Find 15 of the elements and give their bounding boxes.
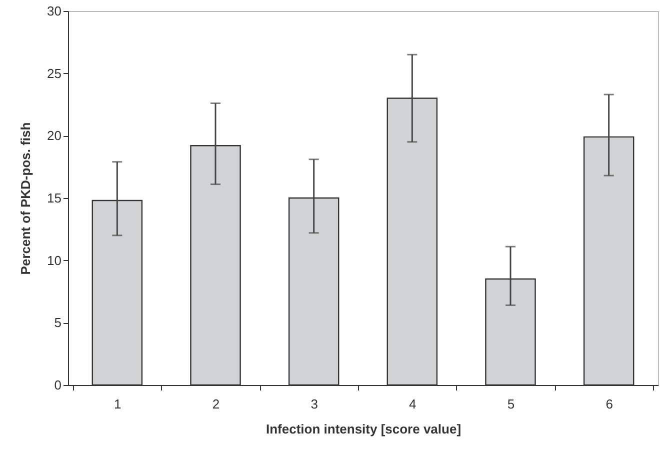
x-tick-label: 1 (114, 396, 122, 412)
x-tick-label: 6 (606, 396, 613, 412)
x-tick-label: 3 (310, 396, 318, 412)
y-tick-label: 30 (47, 4, 62, 18)
y-axis-title: Percent of PKD-pos. fish (18, 122, 34, 275)
y-tick-label: 0 (54, 378, 62, 392)
x-axis-title: Infection intensity [score value] (266, 422, 462, 436)
x-tick-label: 4 (409, 396, 416, 412)
y-tick-label: 5 (54, 315, 62, 330)
x-tick-label: 2 (212, 396, 220, 412)
x-tick-label: 5 (507, 396, 515, 412)
y-tick-label: 15 (47, 190, 62, 206)
y-tick-label: 10 (47, 252, 62, 268)
y-tick-label: 25 (47, 66, 62, 81)
y-tick-label: 20 (47, 128, 62, 144)
